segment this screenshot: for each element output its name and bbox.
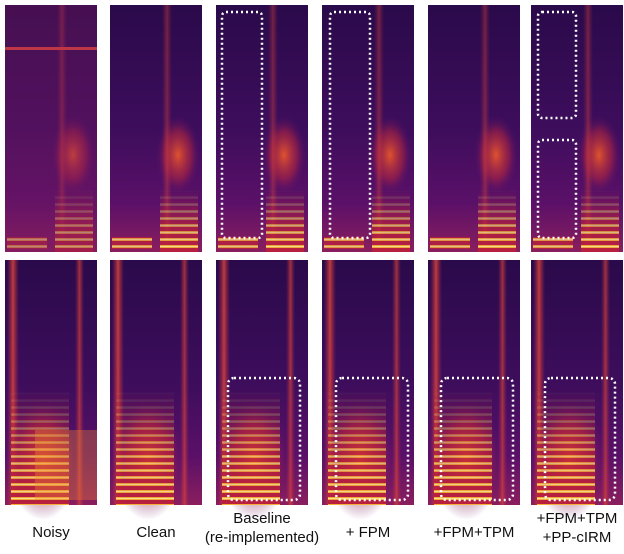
harmonics	[372, 190, 410, 252]
noise	[35, 430, 97, 500]
spectrogram	[5, 260, 97, 520]
spectrogram	[110, 5, 202, 252]
column-label: Noisy	[32, 524, 70, 541]
column-label: +PP-cIRM	[543, 529, 612, 546]
harmonics	[112, 237, 152, 249]
column-label: + FPM	[346, 524, 391, 541]
harmonics	[116, 390, 174, 505]
harmonics	[328, 390, 386, 505]
column-label: Baseline	[233, 510, 291, 527]
figure: Noisy Clean Baseline (re-implemented) + FPM +…	[0, 0, 624, 554]
spectrogram	[110, 260, 202, 520]
harmonics	[478, 190, 516, 252]
harmonics	[434, 390, 492, 505]
column-label: (re-implemented)	[205, 529, 319, 546]
spectrogram	[216, 260, 308, 520]
harmonics	[160, 190, 198, 252]
spectrogram	[531, 5, 623, 252]
column-labels: Noisy Clean Baseline (re-implemented) + FPM +…	[32, 510, 617, 546]
column-label: +FPM+TPM	[537, 510, 618, 527]
spectrogram	[322, 5, 414, 252]
column-label: +FPM+TPM	[434, 524, 515, 541]
spectrogram	[5, 5, 97, 252]
spectrogram	[428, 5, 520, 252]
noise-floor	[5, 5, 97, 252]
spectrograms	[5, 5, 623, 520]
column-label: Clean	[136, 524, 175, 541]
harmonics	[222, 390, 280, 505]
harmonics	[581, 190, 619, 252]
harmonics	[266, 190, 304, 252]
harmonics	[430, 237, 470, 249]
